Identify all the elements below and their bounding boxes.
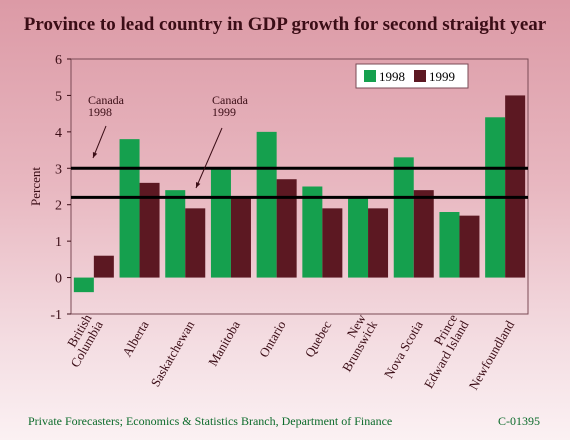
x-tick-label-7: Nova Scotia — [381, 318, 426, 381]
reference-label-0-0: Canada — [88, 93, 125, 107]
x-tick-label-3: Manitoba — [205, 318, 243, 369]
bar-1998-0 — [73, 277, 94, 293]
reference-label-0-1: 1998 — [88, 105, 112, 119]
x-tick-label-text: NewBrunswick — [328, 311, 381, 374]
x-tick-label-5: Quebec — [302, 318, 335, 360]
y-tick-label: 6 — [55, 53, 62, 68]
x-tick-label-0: BritishColumbia — [56, 311, 106, 370]
x-tick-label-line: Saskatchewan — [148, 318, 198, 390]
bar-1998-6 — [348, 197, 369, 278]
legend-label-1998: 1998 — [379, 69, 405, 84]
x-tick-label-line: Manitoba — [205, 318, 243, 369]
bar-1999-3 — [230, 197, 251, 278]
bar-1999-2 — [185, 208, 206, 278]
legend-swatch-1998 — [364, 70, 376, 82]
y-tick-label: 1 — [55, 235, 62, 250]
bar-1998-1 — [119, 139, 140, 278]
bar-1999-0 — [93, 255, 114, 278]
legend-label-1999: 1999 — [429, 69, 455, 84]
x-tick-label-line: Alberta — [119, 318, 152, 359]
bar-1998-7 — [393, 157, 414, 278]
x-tick-label-9: Newfoundland — [466, 318, 518, 393]
x-tick-label-text: Ontario — [256, 318, 289, 360]
y-tick-label: 2 — [55, 199, 62, 214]
reference-arrow-1 — [195, 127, 223, 189]
x-tick-label-1: Alberta — [119, 318, 152, 359]
y-axis-label: Percent — [28, 167, 43, 206]
bar-1999-6 — [368, 208, 389, 278]
bar-1998-2 — [165, 190, 186, 278]
bar-1998-4 — [256, 131, 277, 278]
y-tick-label: 4 — [55, 126, 62, 141]
x-tick-label-text: BritishColumbia — [56, 311, 106, 370]
y-tick-label: 3 — [55, 162, 62, 177]
bar-1999-9 — [505, 95, 526, 278]
reference-label-1-1: 1999 — [212, 105, 236, 119]
y-tick-label: 5 — [55, 89, 62, 104]
x-tick-label-line: Ontario — [256, 318, 289, 360]
reference-arrowhead-1 — [196, 182, 201, 188]
x-tick-label-line: Newfoundland — [466, 318, 518, 393]
reference-arrow-0 — [92, 125, 107, 159]
bar-1999-7 — [413, 190, 434, 278]
x-tick-label-text: Nova Scotia — [381, 318, 426, 381]
bar-1998-3 — [210, 168, 231, 278]
x-tick-label-text: Saskatchewan — [148, 318, 198, 390]
chart-title: Province to lead country in GDP growth f… — [23, 14, 547, 35]
x-tick-label-text: Alberta — [119, 318, 152, 359]
bar-1999-5 — [322, 208, 343, 278]
bar-1998-8 — [439, 212, 460, 278]
reference-arrowhead-0 — [92, 152, 98, 158]
bar-1998-5 — [302, 186, 323, 278]
plot-frame — [70, 58, 529, 315]
x-tick-label-line: Nova Scotia — [381, 318, 426, 381]
x-tick-label-line: Quebec — [302, 318, 335, 360]
x-tick-label-2: Saskatchewan — [148, 318, 198, 390]
bar-1999-4 — [276, 179, 297, 278]
y-tick-label: 0 — [55, 272, 62, 287]
y-tick-label: -1 — [50, 308, 62, 323]
x-tick-label-text: Newfoundland — [466, 318, 518, 393]
x-tick-label-text: Quebec — [302, 318, 335, 360]
source-note: Private Forecasters; Economics & Statist… — [28, 414, 393, 428]
bar-1999-1 — [139, 182, 160, 278]
legend-swatch-1999 — [414, 70, 426, 82]
legend-box — [355, 63, 469, 89]
reference-label-1-0: Canada — [212, 93, 249, 107]
bar-1999-8 — [459, 215, 480, 278]
x-tick-label-4: Ontario — [256, 318, 289, 360]
x-tick-label-text: Manitoba — [205, 318, 243, 369]
chart-code: C-01395 — [498, 414, 540, 428]
x-tick-label-6: NewBrunswick — [328, 311, 381, 374]
